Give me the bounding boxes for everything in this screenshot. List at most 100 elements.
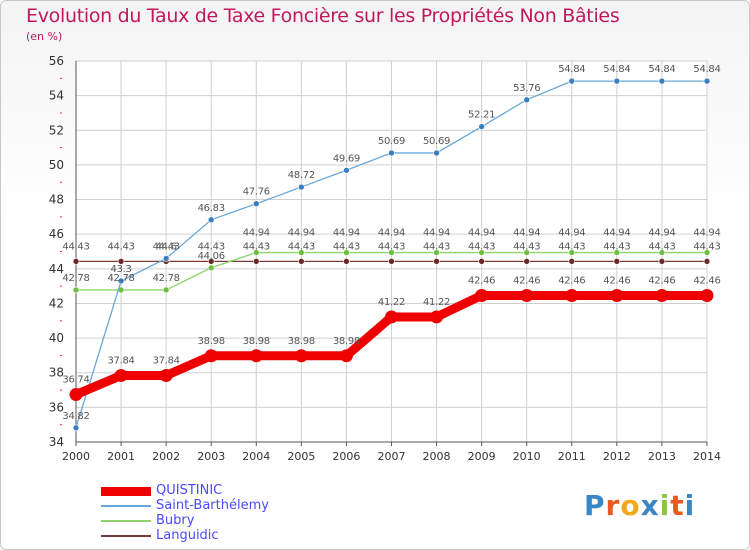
data-point-saint-barth-lemy <box>252 200 260 208</box>
legend-swatch-saint-barth-lemy <box>101 505 151 507</box>
data-point-saint-barth-lemy <box>388 149 395 157</box>
data-label-quistinic: 42.46 <box>513 275 540 286</box>
y-tick-label: 56 <box>49 54 64 68</box>
logo-letter: i <box>659 489 671 522</box>
y-tick-label: 38 <box>49 366 64 380</box>
legend-swatch-bubry <box>101 520 151 522</box>
chart-subtitle: (en %) <box>26 30 63 43</box>
data-label-saint-barth-lemy: 50.69 <box>423 136 450 147</box>
logo-letter: t <box>670 489 685 522</box>
data-label-saint-barth-lemy: 44.6 <box>156 241 177 252</box>
data-label-bubry: 44.94 <box>243 228 270 239</box>
data-label-quistinic: 38.98 <box>243 336 270 347</box>
data-point-languidic <box>298 258 305 265</box>
x-tick-label: 2004 <box>242 450 270 463</box>
data-point-languidic <box>523 258 531 265</box>
data-point-quistinic <box>294 349 308 363</box>
legend-swatch-languidic <box>101 535 151 537</box>
data-label-quistinic: 42.46 <box>603 275 630 286</box>
x-tick-label: 2014 <box>693 450 721 463</box>
legend-label: QUISTINIC <box>156 483 223 498</box>
data-label-languidic: 44.43 <box>198 241 225 252</box>
data-label-bubry: 44.94 <box>468 228 495 239</box>
y-tick-label: 52 <box>49 123 64 137</box>
data-label-quistinic: 42.46 <box>468 275 495 286</box>
data-label-quistinic: 42.46 <box>648 275 675 286</box>
data-point-saint-barth-lemy <box>207 216 215 224</box>
data-label-languidic: 44.43 <box>378 241 405 252</box>
data-point-saint-barth-lemy <box>162 255 170 262</box>
legend-label: Languidic <box>156 528 219 543</box>
data-label-languidic: 44.43 <box>288 241 315 252</box>
x-tick-label: 2008 <box>423 450 451 463</box>
data-point-languidic <box>207 258 215 265</box>
logo-letter: r <box>605 489 621 522</box>
data-point-bubry <box>613 249 621 256</box>
data-point-bubry <box>343 249 350 256</box>
data-point-saint-barth-lemy <box>343 166 350 174</box>
data-label-quistinic: 38.98 <box>333 336 360 347</box>
x-tick-label: 2012 <box>603 450 631 463</box>
data-point-bubry <box>252 249 260 256</box>
data-label-languidic: 44.43 <box>468 241 495 252</box>
data-point-bubry <box>478 249 485 256</box>
data-label-saint-barth-lemy: 46.83 <box>198 203 225 214</box>
data-point-languidic <box>703 258 711 265</box>
x-tick-label: 2013 <box>648 450 676 463</box>
data-point-saint-barth-lemy <box>72 424 80 432</box>
data-point-languidic <box>388 258 395 265</box>
y-tick-label: 46 <box>49 227 64 241</box>
data-label-quistinic: 41.22 <box>378 297 405 308</box>
x-tick-label: 2001 <box>107 450 135 463</box>
data-point-quistinic <box>159 368 173 382</box>
data-label-saint-barth-lemy: 53.76 <box>513 83 540 94</box>
data-point-quistinic <box>204 349 218 363</box>
data-label-saint-barth-lemy: 43.3 <box>111 264 132 275</box>
data-label-languidic: 44.43 <box>423 241 450 252</box>
data-label-quistinic: 41.22 <box>423 297 450 308</box>
data-point-saint-barth-lemy <box>298 183 305 191</box>
data-label-bubry: 44.94 <box>693 228 720 239</box>
data-label-quistinic: 38.98 <box>198 336 225 347</box>
y-tick-label: 40 <box>49 331 64 345</box>
data-point-bubry <box>658 249 666 256</box>
data-label-languidic: 44.43 <box>243 241 270 252</box>
data-point-bubry <box>523 249 531 256</box>
data-label-quistinic: 37.84 <box>107 355 134 366</box>
data-label-languidic: 44.43 <box>693 241 720 252</box>
data-label-saint-barth-lemy: 54.84 <box>648 64 675 75</box>
data-point-quistinic <box>69 388 83 402</box>
logo-letter: x <box>640 489 660 522</box>
data-label-languidic: 44.43 <box>62 241 89 252</box>
data-label-quistinic: 42.46 <box>693 275 720 286</box>
x-tick-label: 2011 <box>558 450 586 463</box>
data-label-saint-barth-lemy: 52.21 <box>468 110 495 121</box>
data-label-quistinic: 36.74 <box>62 375 89 386</box>
data-point-languidic <box>252 258 260 265</box>
data-point-saint-barth-lemy <box>433 149 440 157</box>
x-tick-label: 2007 <box>377 450 405 463</box>
data-point-languidic <box>658 258 666 265</box>
data-label-languidic: 44.43 <box>153 241 180 252</box>
data-point-saint-barth-lemy <box>658 77 666 85</box>
legend-label: Saint-Barthélemy <box>156 498 269 513</box>
data-label-quistinic: 37.84 <box>153 355 180 366</box>
data-point-quistinic <box>565 288 579 302</box>
data-point-quistinic <box>475 288 489 302</box>
logo-letter: o <box>620 489 641 522</box>
data-point-quistinic <box>430 310 444 324</box>
data-label-languidic: 44.43 <box>333 241 360 252</box>
x-tick-label: 2006 <box>332 450 360 463</box>
data-point-bubry <box>433 249 440 256</box>
data-point-languidic <box>478 258 485 265</box>
data-point-bubry <box>388 249 395 256</box>
x-tick-label: 2002 <box>152 450 180 463</box>
data-point-saint-barth-lemy <box>117 277 125 285</box>
data-label-bubry: 42.78 <box>153 273 180 284</box>
y-tick-label: 42 <box>49 296 64 310</box>
data-label-languidic: 44.43 <box>107 241 134 252</box>
y-tick-label: 34 <box>49 435 64 449</box>
data-label-languidic: 44.43 <box>648 241 675 252</box>
